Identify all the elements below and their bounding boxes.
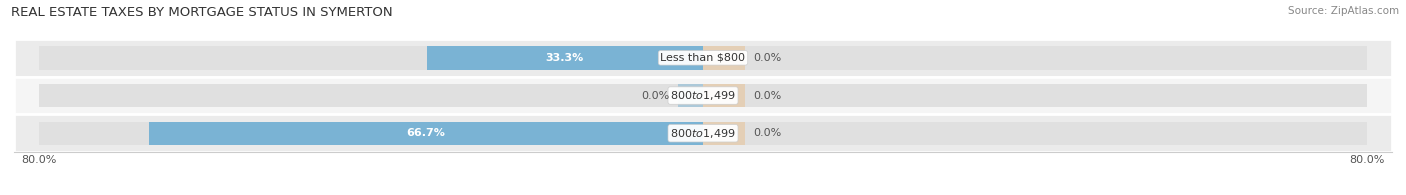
- Bar: [703, 46, 745, 70]
- Text: Less than $800: Less than $800: [661, 53, 745, 63]
- Bar: [14, 77, 1392, 114]
- Text: 0.0%: 0.0%: [641, 90, 669, 101]
- Text: 66.7%: 66.7%: [406, 128, 446, 138]
- Bar: [39, 46, 1367, 70]
- Text: $800 to $1,499: $800 to $1,499: [671, 127, 735, 140]
- Text: 0.0%: 0.0%: [752, 90, 782, 101]
- Text: 0.0%: 0.0%: [752, 128, 782, 138]
- Bar: [14, 39, 1392, 77]
- Text: 0.0%: 0.0%: [752, 53, 782, 63]
- Bar: [426, 46, 703, 70]
- Bar: [678, 84, 703, 107]
- Text: REAL ESTATE TAXES BY MORTGAGE STATUS IN SYMERTON: REAL ESTATE TAXES BY MORTGAGE STATUS IN …: [11, 6, 392, 19]
- Bar: [39, 84, 1367, 107]
- Bar: [703, 84, 745, 107]
- Bar: [39, 121, 1367, 145]
- Bar: [14, 114, 1392, 152]
- Text: 33.3%: 33.3%: [546, 53, 583, 63]
- Text: Source: ZipAtlas.com: Source: ZipAtlas.com: [1288, 6, 1399, 16]
- Text: $800 to $1,499: $800 to $1,499: [671, 89, 735, 102]
- Bar: [149, 121, 703, 145]
- Bar: [703, 121, 745, 145]
